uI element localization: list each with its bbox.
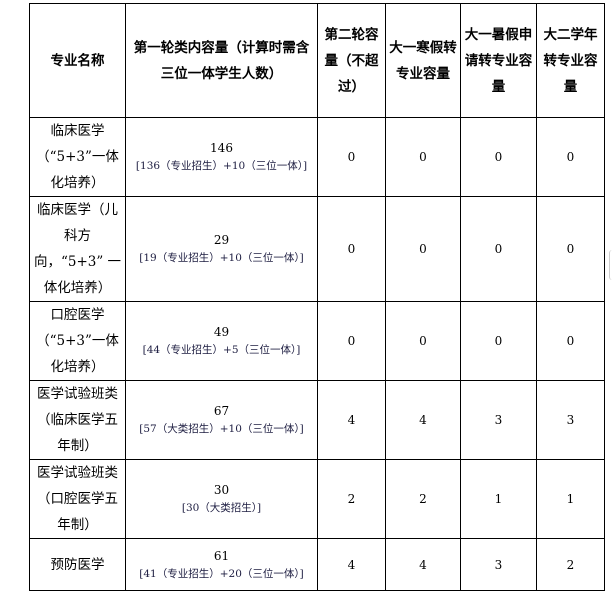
round1-breakdown: [30（大类招生）] — [181, 502, 262, 514]
scrollbar[interactable] — [609, 250, 614, 280]
round1-total: 146 — [210, 141, 233, 155]
round1-capacity-cell: 61 [41（专业招生）+20（三位一体）] — [125, 538, 318, 591]
round1-total: 67 — [213, 404, 230, 418]
round1-capacity-cell: 49 [44（专业招生）+5（三位一体）] — [125, 301, 318, 381]
round1-total: 29 — [213, 233, 230, 247]
round2-capacity: 0 — [317, 301, 386, 381]
round1-total: 61 — [213, 548, 230, 563]
year2-transfer: 0 — [536, 301, 605, 381]
major-name: 口腔医学（“5+3”一体化培养） — [29, 301, 126, 381]
major-name: 医学试验班类（口腔医学五年制） — [29, 459, 126, 539]
winter-transfer: 4 — [385, 380, 461, 460]
year2-transfer: 0 — [536, 196, 605, 302]
summer-transfer: 1 — [460, 459, 537, 539]
year2-transfer: 3 — [536, 380, 605, 460]
round1-breakdown: [41（专业招生）+20（三位一体）] — [139, 567, 304, 580]
round1-total: 30 — [213, 483, 230, 497]
header-winter-transfer: 大一寒假转专业容量 — [385, 3, 461, 118]
round1-breakdown: [19（专业招生）+10（三位一体）] — [139, 252, 304, 264]
summer-transfer: 0 — [460, 196, 537, 302]
round1-capacity-cell: 67 [57（大类招生）+10（三位一体）] — [125, 380, 318, 460]
winter-transfer: 0 — [385, 117, 461, 197]
summer-transfer: 3 — [460, 538, 537, 591]
header-round1-capacity: 第一轮类内容量（计算时需含三位一体学生人数） — [125, 3, 318, 118]
header-major-name: 专业名称 — [29, 3, 126, 118]
round2-capacity: 4 — [317, 380, 386, 460]
summer-transfer: 3 — [460, 380, 537, 460]
round1-total: 49 — [213, 325, 230, 339]
year2-transfer: 2 — [536, 538, 605, 591]
round2-capacity: 0 — [317, 196, 386, 302]
table-row: 临床医学（“5+3”一体化培养） 146 [136（专业招生）+10（三位一体）]… — [29, 117, 605, 197]
round1-breakdown: [44（专业招生）+5（三位一体）] — [142, 344, 301, 356]
table-row: 预防医学 61 [41（专业招生）+20（三位一体）] 4 4 3 2 — [29, 538, 605, 591]
summer-transfer: 0 — [460, 117, 537, 197]
round1-breakdown: [57（大类招生）+10（三位一体）] — [139, 423, 304, 435]
table-row: 临床医学（儿科方向，“5+3” 一体化培养） 29 [19（专业招生）+10（三位… — [29, 196, 605, 302]
year2-transfer: 0 — [536, 117, 605, 197]
round2-capacity: 0 — [317, 117, 386, 197]
round2-capacity: 2 — [317, 459, 386, 539]
table-row: 口腔医学（“5+3”一体化培养） 49 [44（专业招生）+5（三位一体）] 0 … — [29, 301, 605, 381]
table-row: 医学试验班类（临床医学五年制） 67 [57（大类招生）+10（三位一体）] 4 … — [29, 380, 605, 460]
winter-transfer: 2 — [385, 459, 461, 539]
table-row: 医学试验班类（口腔医学五年制） 30 [30（大类招生）] 2 2 1 1 — [29, 459, 605, 539]
year2-transfer: 1 — [536, 459, 605, 539]
winter-transfer: 0 — [385, 196, 461, 302]
header-row: 专业名称 第一轮类内容量（计算时需含三位一体学生人数） 第二轮容量（不超过） 大… — [29, 3, 605, 118]
round1-breakdown: [136（专业招生）+10（三位一体）] — [135, 160, 308, 172]
round1-capacity-cell: 146 [136（专业招生）+10（三位一体）] — [125, 117, 318, 197]
round2-capacity: 4 — [317, 538, 386, 591]
header-year2-transfer: 大二学年转专业容量 — [536, 3, 605, 118]
round1-capacity-cell: 29 [19（专业招生）+10（三位一体）] — [125, 196, 318, 302]
major-name: 临床医学（“5+3”一体化培养） — [29, 117, 126, 197]
header-round2-capacity: 第二轮容量（不超过） — [317, 3, 386, 118]
header-summer-transfer: 大一暑假申请转专业容量 — [460, 3, 537, 118]
major-name: 临床医学（儿科方向，“5+3” 一体化培养） — [29, 196, 126, 302]
capacity-table: 专业名称 第一轮类内容量（计算时需含三位一体学生人数） 第二轮容量（不超过） 大… — [29, 3, 605, 591]
major-name: 医学试验班类（临床医学五年制） — [29, 380, 126, 460]
winter-transfer: 0 — [385, 301, 461, 381]
major-name: 预防医学 — [29, 538, 126, 591]
winter-transfer: 4 — [385, 538, 461, 591]
summer-transfer: 0 — [460, 301, 537, 381]
round1-capacity-cell: 30 [30（大类招生）] — [125, 459, 318, 539]
